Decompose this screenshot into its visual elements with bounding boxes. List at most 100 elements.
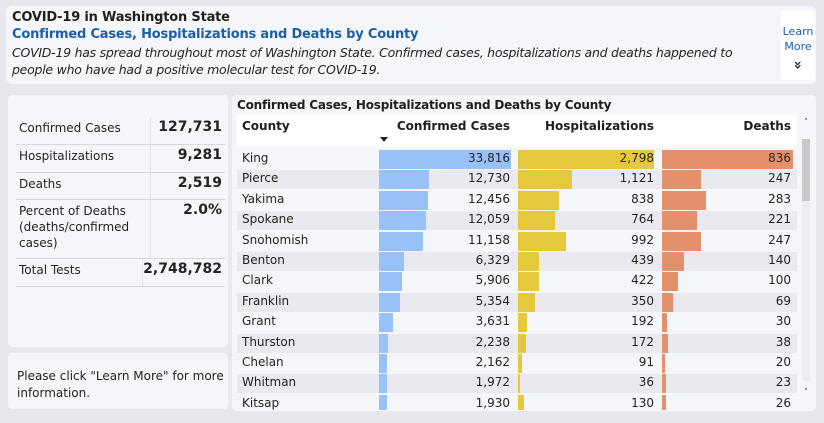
hosp-bar <box>518 272 539 292</box>
cases-value: 5,354 <box>475 293 510 308</box>
summary-value: 2.0% <box>183 202 222 218</box>
summary-row-total-tests: Total Tests 2,748,782 <box>16 259 225 287</box>
table-body: King 33,816 2,798 836 Pierce 12,730 1,121 247 Ya… <box>237 150 797 410</box>
table-row[interactable]: Chelan 2,162 91 20 <box>237 354 797 373</box>
table-row[interactable]: Snohomish 11,158 992 247 <box>237 231 797 251</box>
hosp-value: 992 <box>631 232 654 247</box>
cases-value: 6,329 <box>475 253 510 267</box>
table-row[interactable]: Spokane 12,059 764 221 <box>237 211 797 231</box>
page-title: COVID-19 in Washington State <box>12 10 230 25</box>
table-row[interactable]: Thurston 2,238 172 38 <box>237 333 797 353</box>
county-table-panel: Confirmed Cases, Hospitalizations and De… <box>232 95 816 411</box>
column-header-deaths[interactable]: Deaths <box>743 119 791 133</box>
learn-more-line2: More <box>784 40 812 53</box>
summary-row-hospitalizations: Hospitalizations 9,281 <box>16 145 225 173</box>
hosp-value: 2,798 <box>619 151 654 165</box>
column-header-county[interactable]: County <box>242 119 290 133</box>
summary-table: Confirmed Cases 127,731 Hospitalizations… <box>16 117 225 287</box>
summary-label: Hospitalizations <box>16 145 151 172</box>
table-row[interactable]: Benton 6,329 439 140 <box>237 252 797 271</box>
summary-label: Deaths <box>16 173 151 199</box>
deaths-value: 69 <box>775 293 791 308</box>
cases-value: 33,816 <box>468 151 510 165</box>
table-row[interactable]: Clark 5,906 422 100 <box>237 272 797 292</box>
table-title: Confirmed Cases, Hospitalizations and De… <box>237 98 612 112</box>
summary-row-confirmed-cases: Confirmed Cases 127,731 <box>16 117 225 145</box>
deaths-bar <box>662 394 667 410</box>
table-row[interactable]: Kitsap 1,930 130 26 <box>237 394 797 410</box>
hosp-bar <box>518 394 525 410</box>
hosp-bar <box>518 333 527 353</box>
summary-value: 9,281 <box>177 147 222 163</box>
scroll-up-icon[interactable]: ˄ <box>803 118 809 128</box>
vertical-scrollbar[interactable]: ˄ ˅ <box>801 115 811 405</box>
cases-bar <box>379 394 387 410</box>
deaths-value: 836 <box>768 151 791 165</box>
hosp-bar <box>518 313 528 333</box>
county-name: Benton <box>242 253 285 267</box>
county-name: Thurston <box>242 334 296 349</box>
cases-value: 12,059 <box>468 212 510 227</box>
deaths-value: 26 <box>775 395 791 410</box>
table-row[interactable]: King 33,816 2,798 836 <box>237 150 797 169</box>
hosp-value: 838 <box>631 191 654 206</box>
county-name: Pierce <box>242 171 279 186</box>
learn-more-button[interactable]: Learn More » <box>781 10 815 80</box>
cases-bar <box>379 211 427 231</box>
table-row[interactable]: Grant 3,631 192 30 <box>237 313 797 333</box>
column-header-hospitalizations[interactable]: Hospitalizations <box>544 119 654 133</box>
cases-bar <box>379 190 428 210</box>
learn-more-line1: Learn <box>782 25 814 38</box>
hosp-value: 91 <box>638 355 654 369</box>
sort-descending-icon[interactable] <box>380 137 388 142</box>
scroll-down-icon[interactable]: ˅ <box>803 388 809 398</box>
cases-bar <box>379 231 423 251</box>
deaths-bar <box>662 170 701 190</box>
county-name: Chelan <box>242 355 284 369</box>
deaths-value: 247 <box>768 232 791 247</box>
deaths-value: 38 <box>775 334 791 349</box>
table-row[interactable]: Yakima 12,456 838 283 <box>237 190 797 210</box>
deaths-value: 247 <box>768 171 791 186</box>
deaths-bar <box>662 333 668 353</box>
deaths-bar <box>662 354 666 373</box>
hosp-value: 439 <box>631 253 654 267</box>
hosp-value: 36 <box>638 375 654 390</box>
cases-bar <box>379 374 387 394</box>
hosp-value: 350 <box>631 293 654 308</box>
table-row[interactable]: Franklin 5,354 350 69 <box>237 292 797 312</box>
deaths-value: 100 <box>768 273 791 288</box>
cases-value: 3,631 <box>475 314 510 329</box>
county-name: Franklin <box>242 293 290 308</box>
county-name: Kitsap <box>242 395 280 410</box>
scrollbar-track[interactable] <box>802 201 810 381</box>
county-name: Clark <box>242 273 273 288</box>
summary-label: Total Tests <box>16 259 144 286</box>
header-card: COVID-19 in Washington State Confirmed C… <box>6 6 816 84</box>
deaths-value: 23 <box>775 375 791 390</box>
summary-row-deaths: Deaths 2,519 <box>16 173 225 200</box>
deaths-value: 283 <box>768 191 791 206</box>
deaths-bar <box>662 313 667 333</box>
cases-bar <box>379 272 403 292</box>
table-row[interactable]: Pierce 12,730 1,121 247 <box>237 170 797 190</box>
deaths-bar <box>662 150 793 169</box>
deaths-value: 20 <box>775 355 791 369</box>
cases-bar <box>379 252 404 271</box>
cases-value: 11,158 <box>468 232 510 247</box>
cases-value: 2,162 <box>475 355 510 369</box>
column-header-confirmed-cases[interactable]: Confirmed Cases <box>396 119 510 133</box>
hosp-bar <box>518 354 523 373</box>
scrollbar-thumb[interactable] <box>802 139 810 201</box>
deaths-value: 30 <box>775 314 791 329</box>
table-row[interactable]: Whitman 1,972 36 23 <box>237 374 797 394</box>
info-note-text: Please click "Learn More" for more infor… <box>17 369 224 400</box>
cases-bar <box>379 292 400 312</box>
county-name: Snohomish <box>242 232 309 247</box>
deaths-bar <box>662 231 701 251</box>
page-description: COVID-19 has spread throughout most of W… <box>12 45 733 77</box>
summary-label: Percent of Deaths (deaths/confirmed case… <box>16 200 151 258</box>
summary-panel: Confirmed Cases 127,731 Hospitalizations… <box>8 95 228 347</box>
hosp-bar <box>518 150 654 169</box>
hosp-bar <box>518 190 559 210</box>
